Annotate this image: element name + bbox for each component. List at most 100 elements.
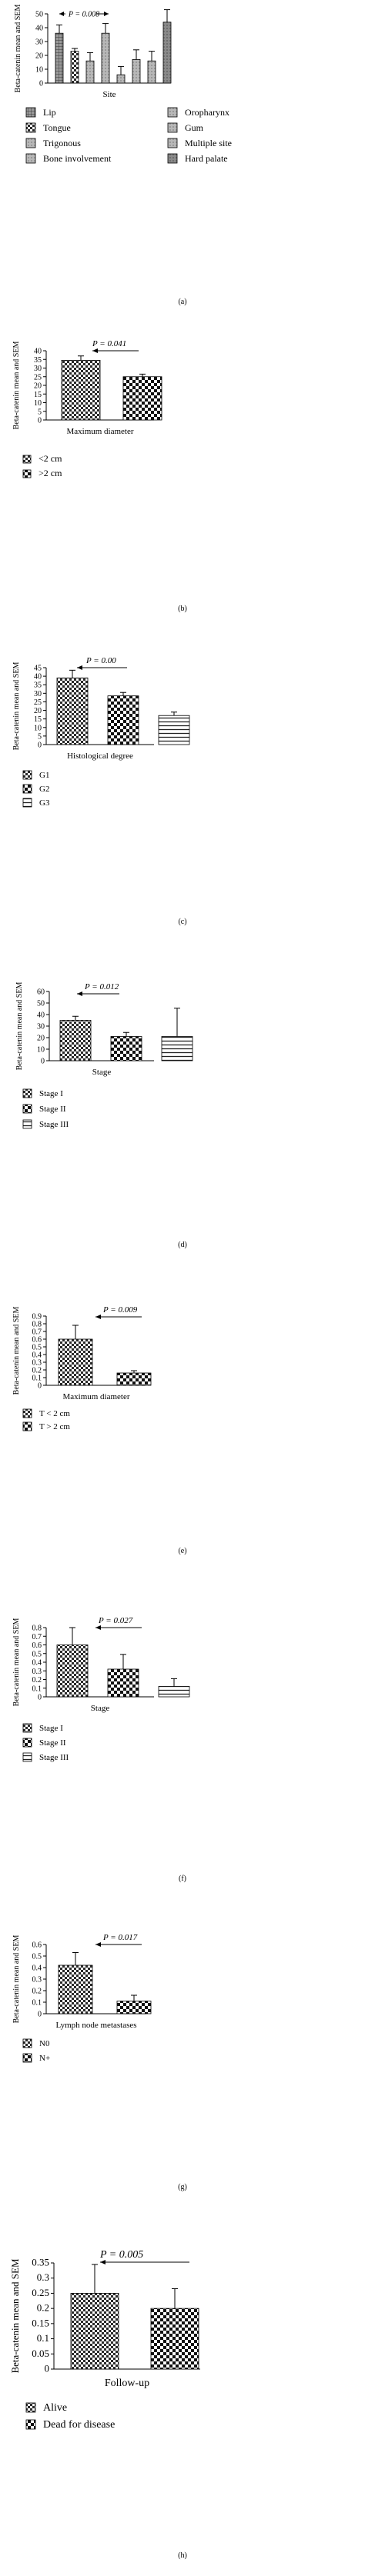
bar-0 — [58, 1338, 93, 1386]
p-arrowhead-right — [104, 12, 109, 16]
p-value-label: P = 0.005 — [99, 2249, 143, 2261]
chart-panel-a: 0 10 20 30 40 50 Beta-catenin mean and SEM Site… — [0, 0, 365, 322]
y-tick-label: 15 — [34, 715, 42, 724]
chart-a: 0 10 20 30 40 50 Beta-catenin mean and SEM Site… — [14, 5, 232, 306]
y-axis-title: Beta-catenin mean and SEM — [9, 2258, 21, 2374]
y-tick-label: 0.05 — [32, 2348, 49, 2359]
chart-f: 00.10.20.30.40.50.60.70.8 Beta-catenin me… — [12, 1616, 190, 1883]
y-tick-label: 20 — [34, 707, 42, 715]
bar-4 — [116, 74, 126, 84]
y-tick-label: 0.7 — [32, 1328, 42, 1337]
legend-label-0: <2 cm — [39, 453, 62, 464]
legend-label-7: Hard palate — [185, 153, 228, 164]
bar-2 — [161, 1036, 193, 1061]
y-tick-label: 0.6 — [32, 1336, 42, 1345]
y-tick-label: 0 — [38, 2011, 42, 2019]
y-tick-label: 20 — [35, 52, 43, 61]
chart-panel-e: 0 0.1 0.2 0.3 0.4 0.5 0.6 0.7 0.8 0.9 Beta-catenin… — [0, 1268, 365, 1577]
legend-label-2: Stage III — [39, 1753, 69, 1762]
legend-swatch-2 — [22, 798, 32, 808]
y-tick-label: 0.3 — [32, 1668, 42, 1676]
y-tick-label: 10 — [34, 724, 42, 732]
legend-swatch-1 — [25, 122, 36, 133]
y-tick-label: 5 — [38, 408, 42, 416]
legend-label-5: Gum — [185, 122, 204, 133]
y-tick-label: 30 — [34, 365, 42, 373]
legend-label-1: G2 — [39, 785, 49, 794]
y-tick-label: 35 — [34, 356, 42, 365]
panel-label: (d) — [178, 1241, 187, 1249]
legend-swatch-4 — [167, 107, 178, 118]
legend-label-2: G3 — [39, 798, 50, 808]
y-axis-title: Beta-catenin mean and SEM — [12, 662, 21, 751]
y-tick-label: 30 — [37, 1023, 45, 1031]
y-tick-label: 0.2 — [37, 2302, 49, 2314]
legend-swatch-1 — [22, 2053, 32, 2063]
legend-label-6: Multiple site — [185, 138, 232, 148]
legend-label-3: Bone involvement — [43, 153, 112, 164]
legend-label-2: Trigonous — [43, 138, 81, 148]
panel-label: (c) — [178, 918, 186, 926]
panel-label: (a) — [178, 298, 186, 306]
chart-d: 0 10 20 30 40 50 60 Beta-catenin mean and SEM St… — [15, 982, 193, 1249]
p-value-label: P = 0.009 — [102, 1305, 138, 1315]
y-tick-label: 0.5 — [32, 1344, 42, 1352]
p-value-label: P = 0.00 — [85, 656, 116, 665]
p-arrowhead — [77, 991, 82, 996]
bar-1 — [110, 1036, 142, 1061]
y-tick-label: 45 — [34, 665, 42, 673]
y-tick-label: 0.35 — [32, 2257, 49, 2268]
p-value-label: P = 0.041 — [92, 339, 126, 348]
bar-1 — [150, 2308, 199, 2370]
bar-0 — [56, 1645, 89, 1698]
legend-swatch-1 — [22, 784, 32, 794]
y-tick-label: 15 — [34, 391, 42, 399]
legend-label-0: Alive — [43, 2402, 67, 2414]
y-axis-title: Beta-catenin mean and SEM — [12, 1307, 21, 1395]
bar-0 — [61, 359, 101, 421]
y-tick-label: 0.3 — [32, 1976, 42, 1984]
panel-label: (h) — [178, 2551, 187, 2560]
legend-label-1: Stage II — [39, 1105, 66, 1114]
y-tick-label: 50 — [37, 1000, 45, 1008]
y-tick-label: 0.7 — [32, 1633, 42, 1641]
legend-swatch-5 — [167, 122, 178, 133]
y-tick-label: 0.8 — [32, 1625, 42, 1633]
legend-swatch-0 — [22, 1408, 32, 1418]
x-axis-title: Maximum diameter — [66, 427, 133, 436]
legend-label-4: Oropharynx — [185, 107, 229, 118]
legend-swatch-3 — [25, 153, 36, 164]
p-arrowhead — [100, 2260, 105, 2264]
y-tick-label: 40 — [35, 25, 43, 33]
p-arrowhead — [95, 1315, 101, 1319]
chart-g: 0 0.1 0.2 0.3 0.4 0.5 0.6 Beta-catenin mean and… — [12, 1933, 187, 2191]
bar-1 — [70, 51, 79, 84]
y-tick-label: 0.2 — [32, 1676, 42, 1685]
legend-swatch-1 — [22, 1104, 32, 1114]
y-tick-label: 0 — [38, 1382, 42, 1391]
y-tick-label: 5 — [38, 732, 42, 741]
x-axis-title: Site — [102, 90, 116, 99]
y-tick-label: 0 — [38, 741, 42, 750]
chart-panel-b: 0 5 10 15 20 25 30 35 40 Beta-catenin mean and SE… — [0, 322, 365, 628]
bar-0 — [58, 1964, 93, 2014]
chart-panel-h: 0 0.05 0.1 0.15 0.2 0.25 0.3 0.35 Beta-catenin m… — [0, 2208, 365, 2572]
p-value-label: P = 0.017 — [102, 1933, 138, 1942]
y-tick-label: 0.6 — [32, 1641, 42, 1650]
chart-e: 00.10.20.30.40.50.60.70.80.9 Beta-catenin… — [12, 1305, 187, 1555]
legend-label-1: T > 2 cm — [39, 1422, 70, 1431]
panel-label: (e) — [178, 1547, 186, 1555]
y-tick-label: 10 — [37, 1046, 45, 1055]
p-value-label: P = 0.012 — [84, 982, 119, 991]
y-tick-label: 25 — [34, 698, 42, 707]
p-arrowhead — [92, 348, 98, 353]
bar-2 — [158, 715, 190, 745]
y-tick-label: 0.6 — [32, 1941, 42, 1950]
legend-label-1: Tongue — [43, 122, 71, 133]
x-axis-title: Maximum diameter — [62, 1392, 129, 1401]
bar-6 — [147, 60, 156, 84]
y-axis-title: Beta-catenin mean and SEM — [12, 1935, 21, 2024]
bar-2 — [158, 1686, 190, 1698]
x-axis-title: Stage — [91, 1704, 110, 1713]
y-tick-label: 50 — [35, 11, 43, 19]
